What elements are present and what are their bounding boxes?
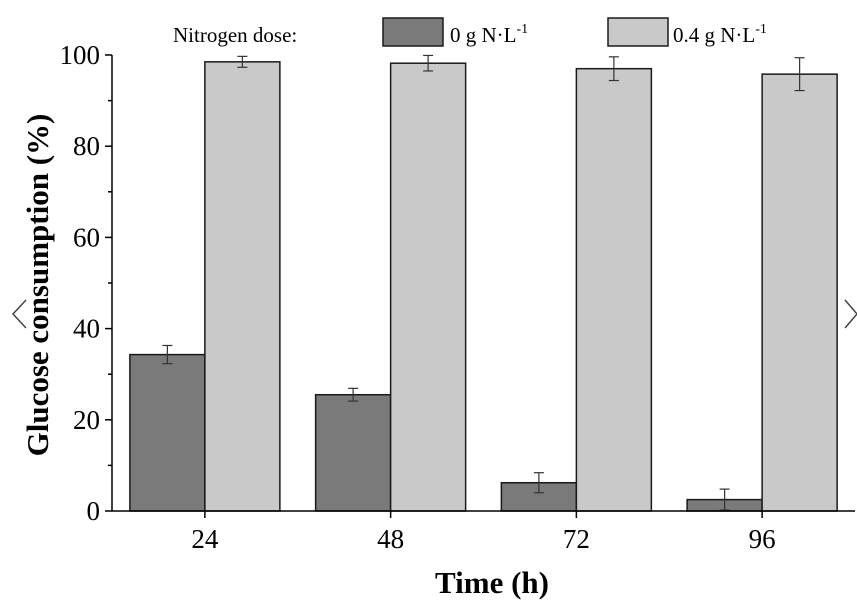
bar-series-1-96 (761, 73, 838, 512)
bar-series-0-24 (129, 353, 206, 512)
x-axis-title: Time (h) (435, 565, 549, 600)
x-tick-label-48: 48 (377, 524, 404, 554)
legend: Nitrogen dose: 0 g N·L-1 0.4 g N·L-1 (173, 17, 767, 47)
chevron-right-icon[interactable] (844, 299, 857, 329)
bar-series-0-48 (314, 393, 392, 512)
x-tick-label-24: 24 (191, 524, 219, 554)
legend-label-series-0-sup: -1 (517, 22, 529, 37)
legend-swatch-series-0 (382, 17, 444, 47)
bar-series-1-72 (575, 67, 653, 512)
y-tick-label-40: 40 (73, 314, 100, 344)
legend-swatch-series-1 (607, 17, 669, 47)
y-tick-label-60: 60 (73, 222, 100, 252)
y-tick-label-0: 0 (87, 496, 101, 526)
legend-label-series-1: 0.4 g N·L-1 (673, 22, 767, 47)
legend-label-series-1-sup: -1 (755, 22, 767, 37)
y-tick-label-100: 100 (60, 40, 101, 70)
x-tick-label-96: 96 (749, 524, 776, 554)
legend-title: Nitrogen dose: (173, 23, 297, 47)
legend-label-series-0: 0 g N·L-1 (450, 22, 528, 47)
chevron-left-icon[interactable] (11, 299, 27, 329)
bar-series-1-24 (204, 61, 281, 512)
y-tick-label-20: 20 (73, 405, 100, 435)
y-axis-title: Glucose consumption (%) (20, 114, 55, 457)
y-tick-label-80: 80 (73, 131, 100, 161)
plot-area: 24 48 72 96 0 20 40 60 80 100 (60, 40, 855, 554)
bar-series-1-48 (389, 62, 467, 512)
legend-label-series-0-text: 0 g N·L (450, 23, 517, 47)
legend-label-series-1-text: 0.4 g N·L (673, 23, 755, 47)
x-tick-label-72: 72 (563, 524, 590, 554)
